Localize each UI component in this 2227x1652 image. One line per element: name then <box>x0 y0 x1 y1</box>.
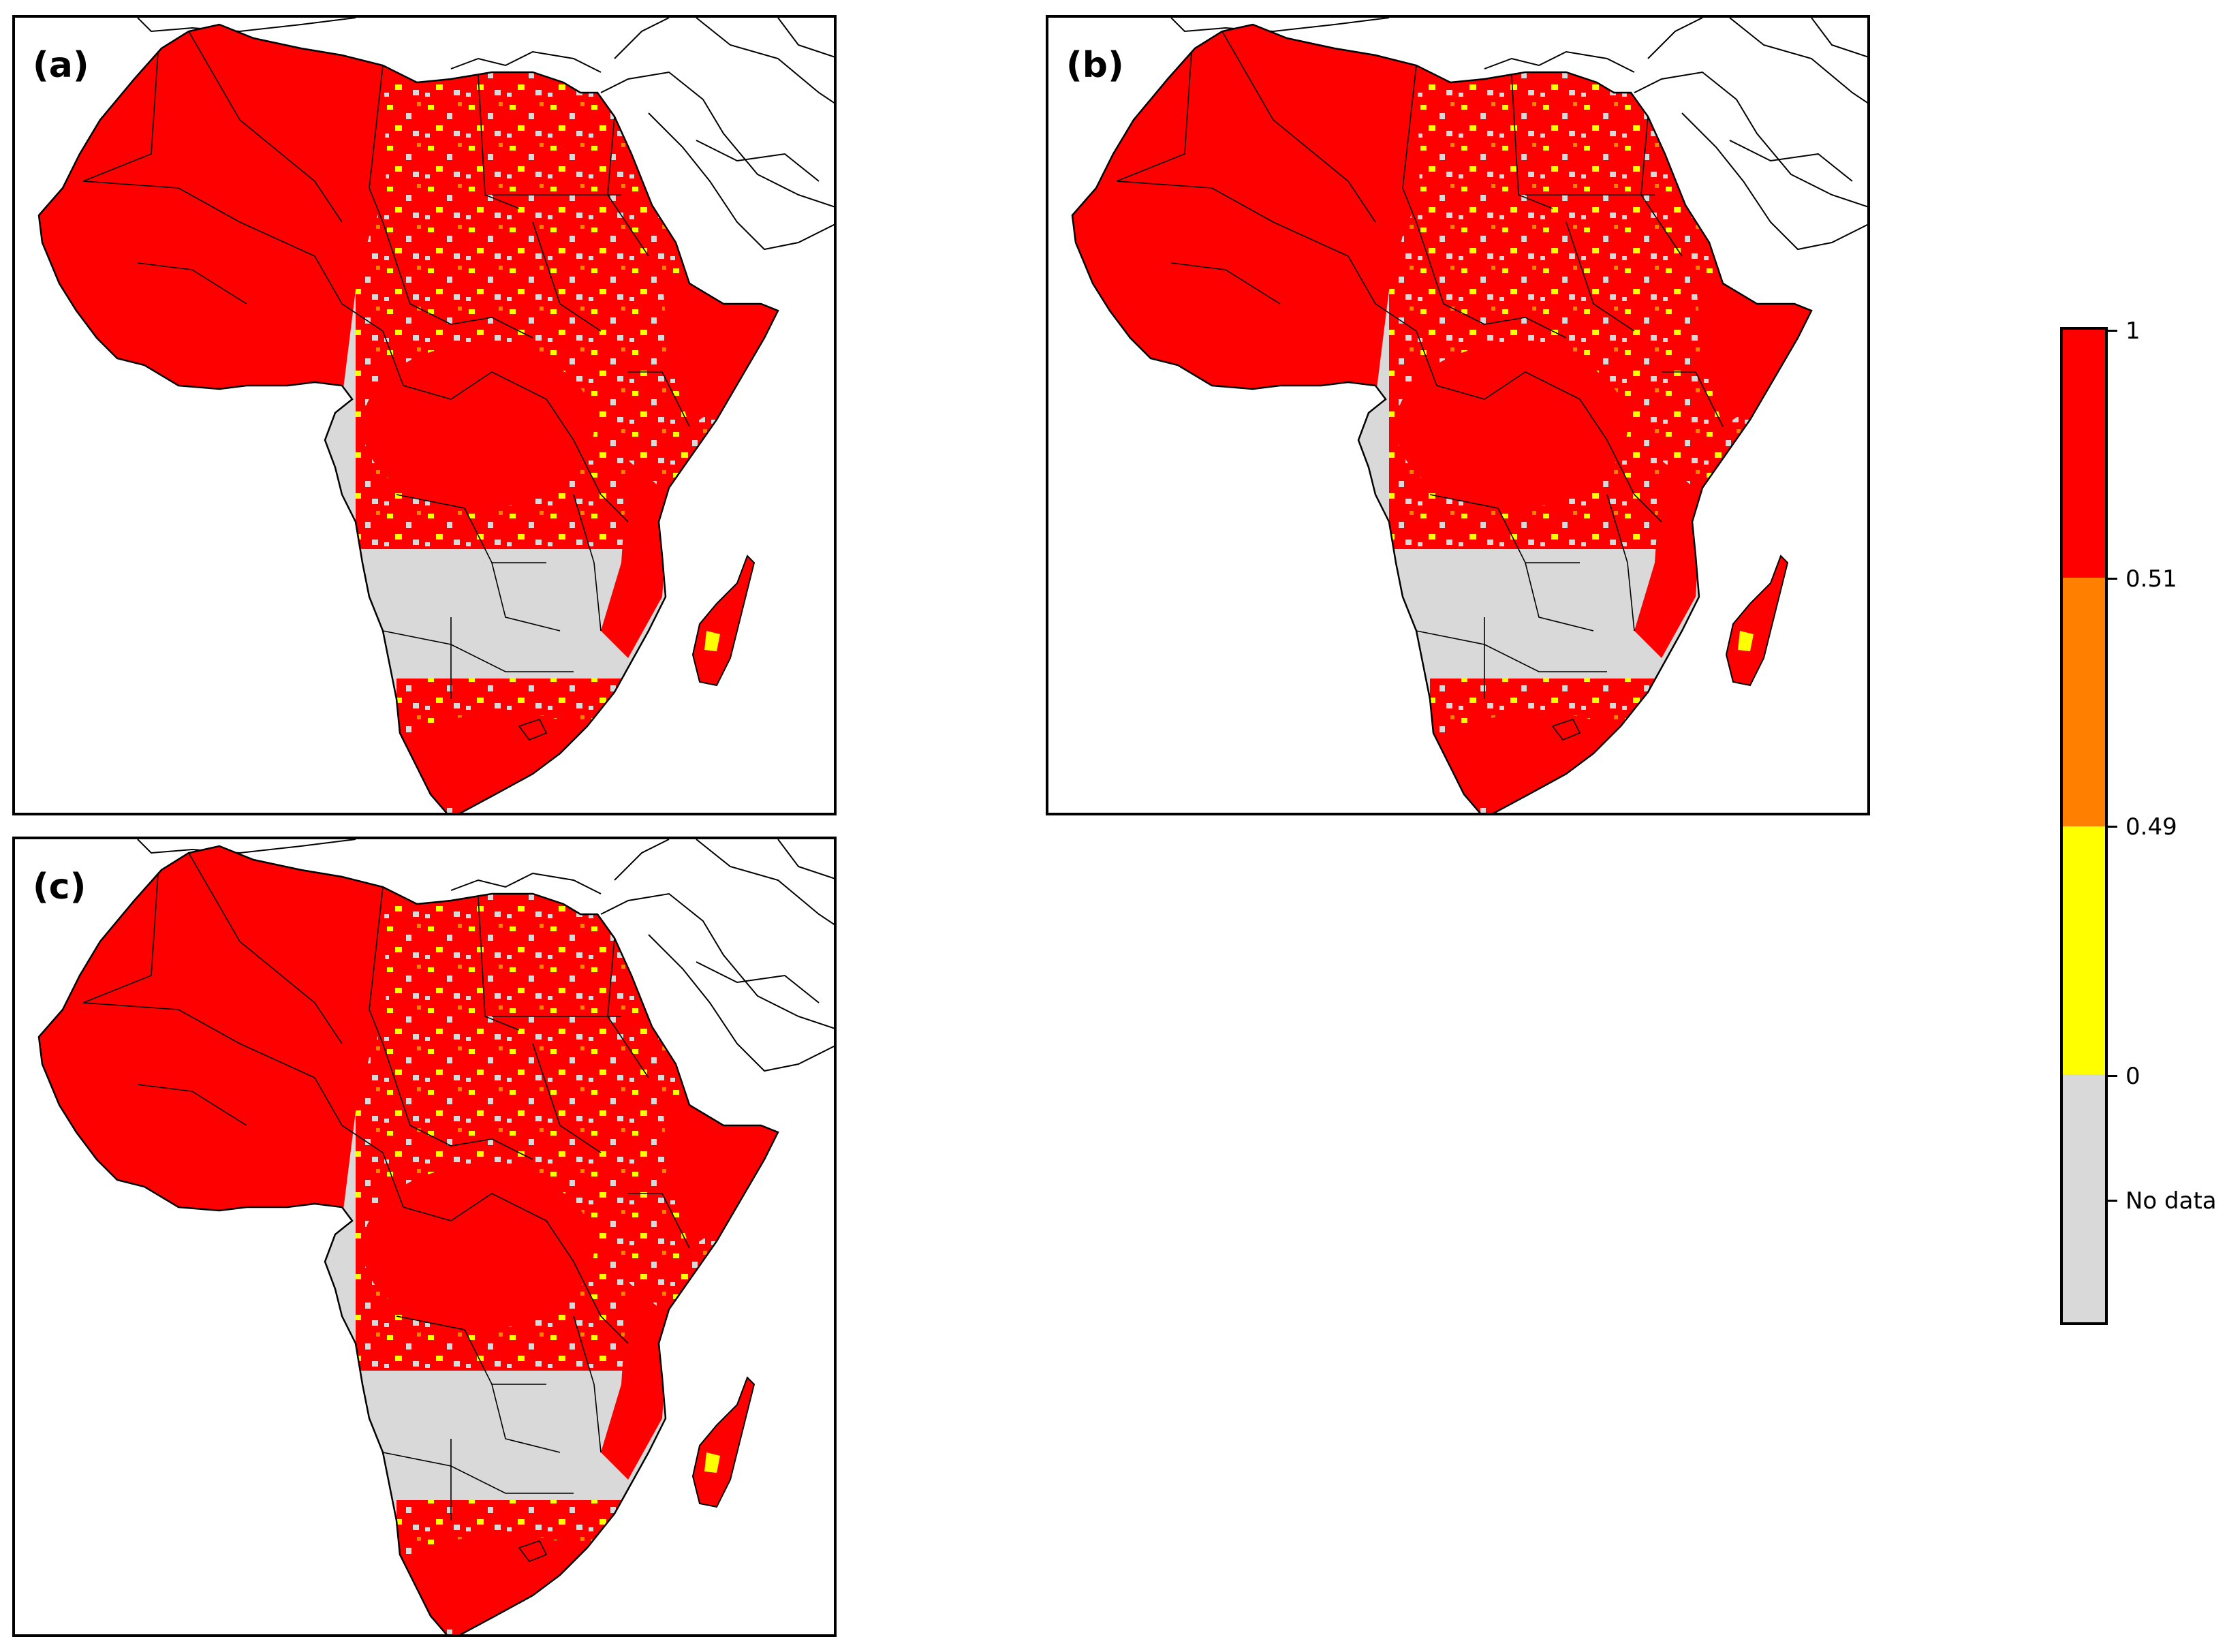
africa-map-b <box>1048 18 1870 815</box>
colorbar-tick-049 <box>2108 826 2117 828</box>
colorbar-tick-1 <box>2108 330 2117 332</box>
panel-label-a: (a) <box>33 45 89 86</box>
map-panel-c: (c) <box>12 837 837 1637</box>
colorbar-bin-mid <box>2063 578 2105 826</box>
africa-map-a <box>15 18 837 815</box>
panel-label-b: (b) <box>1066 45 1124 86</box>
colorbar-bin-low <box>2063 826 2105 1074</box>
map-panel-b: (b) <box>1046 15 1870 815</box>
colorbar-bin-high <box>2063 330 2105 578</box>
colorbar <box>2060 327 2108 1325</box>
colorbar-tick-nodata <box>2108 1200 2117 1202</box>
colorbar-bin-nodata <box>2063 1074 2105 1322</box>
colorbar-label-1: 1 <box>2125 317 2140 345</box>
map-panel-a: (a) <box>12 15 837 815</box>
panel-label-c: (c) <box>33 867 87 907</box>
colorbar-tick-051 <box>2108 578 2117 580</box>
colorbar-label-051: 0.51 <box>2125 565 2177 593</box>
africa-map-c <box>15 839 837 1637</box>
colorbar-label-nodata: No data <box>2125 1187 2217 1215</box>
colorbar-label-0: 0 <box>2125 1063 2140 1090</box>
colorbar-tick-0 <box>2108 1075 2117 1077</box>
colorbar-label-049: 0.49 <box>2125 813 2177 841</box>
